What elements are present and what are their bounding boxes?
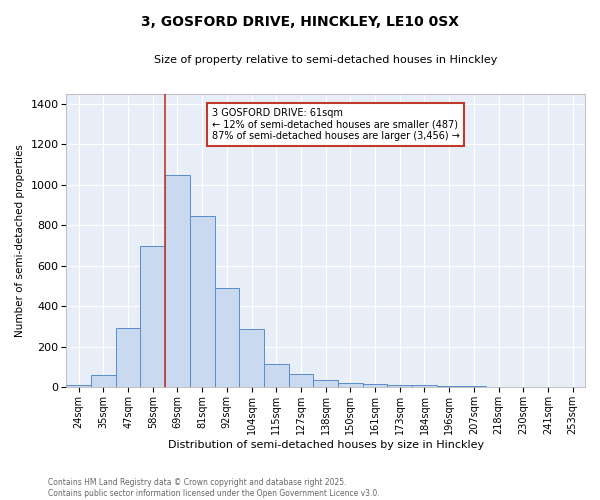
- Bar: [91, 376, 116, 388]
- Bar: [140, 246, 165, 388]
- Y-axis label: Number of semi-detached properties: Number of semi-detached properties: [15, 144, 25, 337]
- Bar: [313, 380, 338, 388]
- Text: 3, GOSFORD DRIVE, HINCKLEY, LE10 0SX: 3, GOSFORD DRIVE, HINCKLEY, LE10 0SX: [141, 15, 459, 29]
- X-axis label: Distribution of semi-detached houses by size in Hinckley: Distribution of semi-detached houses by …: [167, 440, 484, 450]
- Bar: [412, 385, 437, 388]
- Text: Contains HM Land Registry data © Crown copyright and database right 2025.
Contai: Contains HM Land Registry data © Crown c…: [48, 478, 380, 498]
- Bar: [461, 386, 486, 388]
- Bar: [363, 384, 388, 388]
- Bar: [264, 364, 289, 388]
- Bar: [388, 385, 412, 388]
- Bar: [190, 216, 215, 388]
- Text: 3 GOSFORD DRIVE: 61sqm
← 12% of semi-detached houses are smaller (487)
87% of se: 3 GOSFORD DRIVE: 61sqm ← 12% of semi-det…: [212, 108, 460, 142]
- Bar: [239, 328, 264, 388]
- Bar: [116, 328, 140, 388]
- Bar: [338, 384, 363, 388]
- Bar: [215, 288, 239, 388]
- Bar: [289, 374, 313, 388]
- Bar: [67, 386, 91, 388]
- Bar: [437, 386, 461, 388]
- Title: Size of property relative to semi-detached houses in Hinckley: Size of property relative to semi-detach…: [154, 55, 497, 65]
- Bar: [165, 174, 190, 388]
